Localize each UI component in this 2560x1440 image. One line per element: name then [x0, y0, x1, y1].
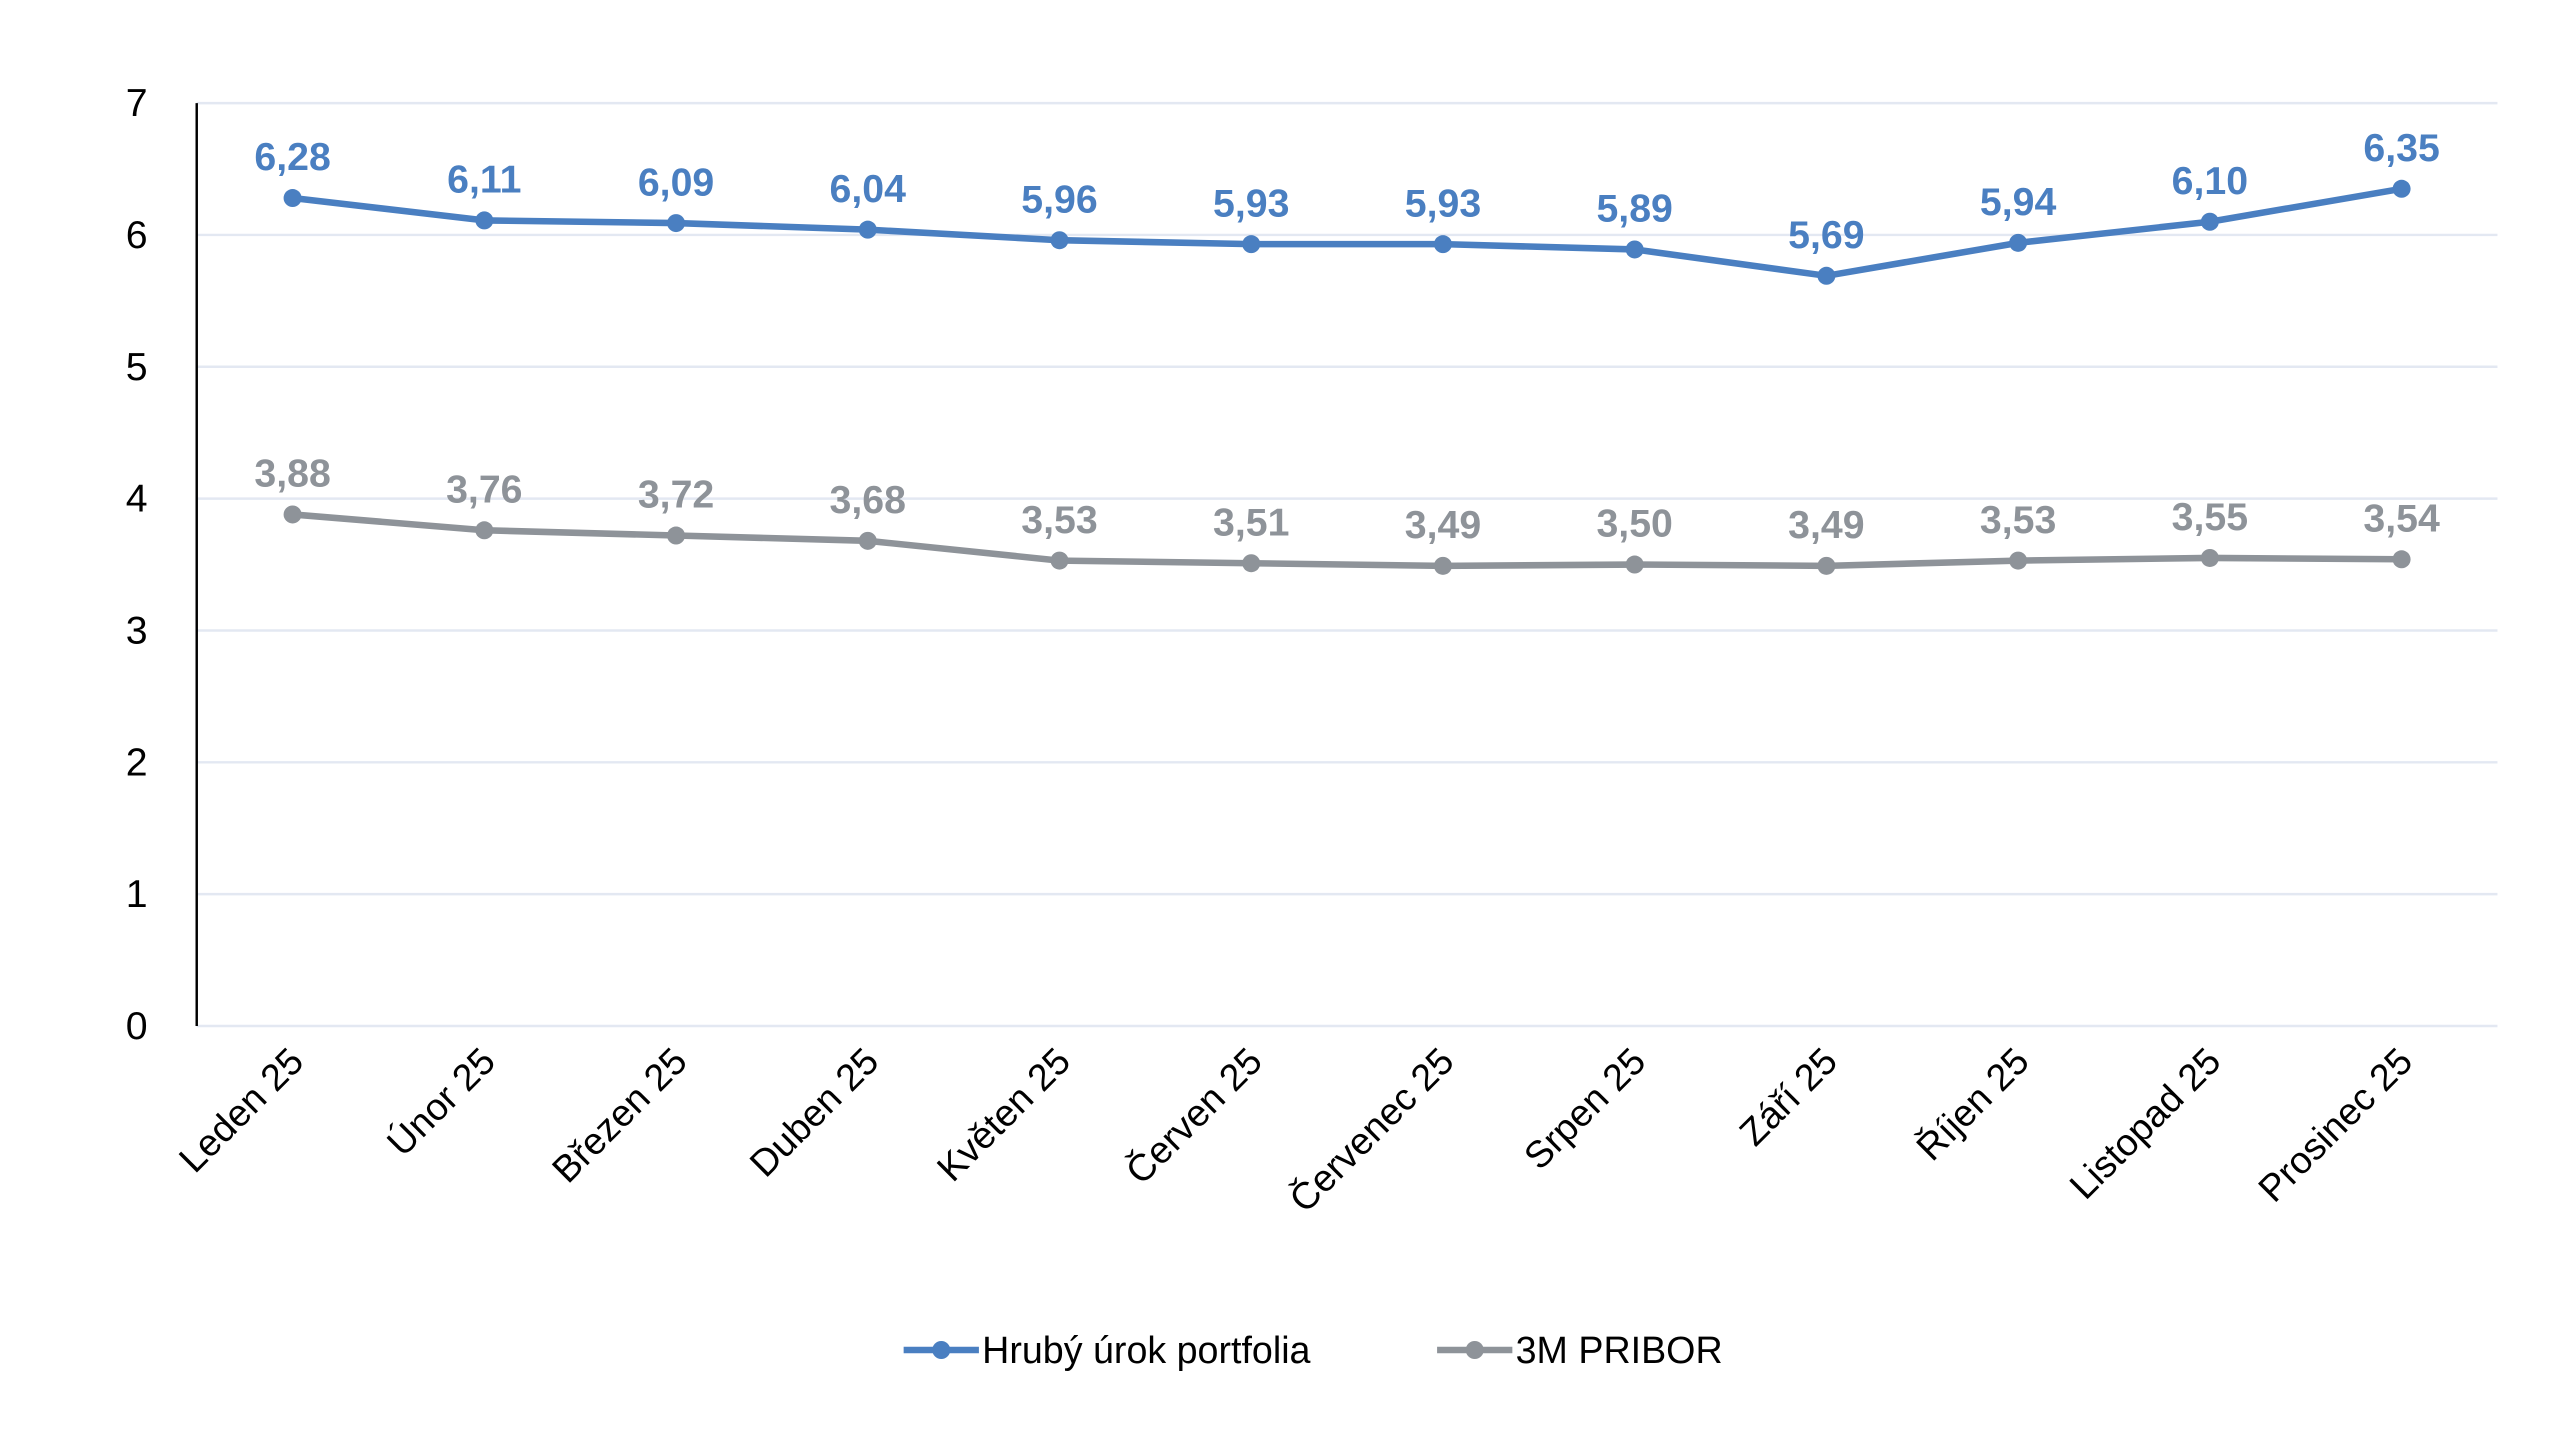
x-axis-labels: Leden 25 Únor 25 Březen 25 Duben 25 Květen 2…	[171, 1040, 2421, 1221]
data-point	[1433, 235, 1452, 254]
series-line	[292, 511, 2402, 570]
data-label: 3,88	[254, 452, 330, 496]
x-tick-label: Červenec 25	[1281, 1040, 1462, 1221]
data-point	[1242, 554, 1261, 573]
gridlines	[196, 101, 2498, 1028]
data-label: 5,93	[1405, 181, 1481, 225]
data-point	[1817, 266, 1836, 285]
data-label: 5,89	[1596, 187, 1672, 231]
legend-label: 3M PRIBOR	[1516, 1329, 1723, 1371]
data-point	[283, 189, 302, 208]
data-label: 6,10	[2172, 159, 2248, 203]
data-point	[1050, 551, 1069, 570]
data-label: 3,49	[1788, 503, 1864, 547]
data-label: 3,49	[1405, 503, 1481, 547]
y-tick-label: 7	[126, 81, 148, 125]
x-tick-label: Březen 25	[544, 1040, 695, 1191]
legend-label: Hrubý úrok portfolia	[982, 1329, 1310, 1371]
data-label: 3,53	[1021, 498, 1097, 542]
data-point	[667, 526, 686, 545]
data-point	[1433, 556, 1452, 575]
data-label: 6,11	[447, 158, 521, 202]
data-label: 3,72	[638, 473, 714, 517]
y-tick-label: 1	[126, 872, 148, 916]
legend: Hrubý úrok portfolia 3M PRIBOR	[903, 1329, 1723, 1371]
data-label: 6,09	[638, 160, 714, 204]
x-tick-label: Duben 25	[741, 1040, 886, 1185]
y-axis-ticks: 0 1 2 3 4 5 6 7	[126, 81, 148, 1048]
y-tick-label: 0	[126, 1004, 148, 1048]
y-tick-label: 6	[126, 213, 148, 257]
y-tick-label: 3	[126, 609, 148, 653]
data-point	[2200, 212, 2219, 231]
legend-marker	[932, 1341, 951, 1359]
data-point	[1625, 555, 1644, 574]
data-point	[1242, 235, 1261, 254]
data-point	[283, 505, 302, 524]
data-point	[475, 211, 494, 230]
data-label: 6,28	[254, 135, 330, 179]
x-tick-label: Prosinec 25	[2250, 1040, 2420, 1210]
data-label: 6,04	[830, 167, 907, 211]
data-point	[2009, 233, 2028, 252]
x-tick-label: Září 25	[1731, 1040, 1845, 1154]
series-group: 6,28 6,11 6,09 6,04 5,96 5,93 5,93 5,89 5,69 5,94…	[254, 126, 2440, 575]
data-point	[2200, 548, 2219, 567]
data-point	[667, 214, 686, 233]
x-tick-label: Listopad 25	[2061, 1040, 2228, 1207]
x-tick-label: Říjen 25	[1908, 1040, 2037, 1169]
data-point	[1817, 556, 1836, 575]
data-label: 3,53	[1980, 498, 2056, 542]
data-point	[2009, 551, 2028, 570]
data-label: 3,55	[2172, 495, 2248, 539]
series-line	[292, 185, 2403, 280]
data-point	[858, 220, 877, 239]
data-label: 3,54	[2363, 496, 2440, 540]
data-point	[1050, 231, 1069, 250]
data-point	[2392, 550, 2411, 569]
y-tick-label: 5	[126, 345, 148, 389]
data-label: 3,51	[1213, 500, 1289, 544]
data-point	[1625, 240, 1644, 259]
y-tick-label: 2	[126, 740, 148, 784]
x-tick-label: Červen 25	[1118, 1040, 1270, 1192]
data-point	[2392, 179, 2411, 198]
data-label: 5,94	[1980, 180, 2057, 224]
data-label: 5,93	[1213, 181, 1289, 225]
data-label: 5,96	[1021, 177, 1097, 221]
y-tick-label: 4	[126, 477, 148, 521]
x-tick-label: Květen 25	[929, 1040, 1079, 1190]
x-tick-label: Srpen 25	[1516, 1040, 1654, 1178]
data-label: 3,50	[1596, 502, 1672, 546]
data-label: 3,68	[830, 478, 906, 522]
data-point	[858, 531, 877, 550]
x-tick-label: Únor 25	[379, 1040, 503, 1164]
legend-marker	[1465, 1341, 1484, 1359]
data-label: 5,69	[1788, 213, 1864, 257]
data-label: 3,76	[446, 467, 522, 511]
data-label: 6,35	[2363, 126, 2439, 170]
data-point	[475, 521, 494, 540]
x-tick-label: Leden 25	[171, 1040, 312, 1181]
